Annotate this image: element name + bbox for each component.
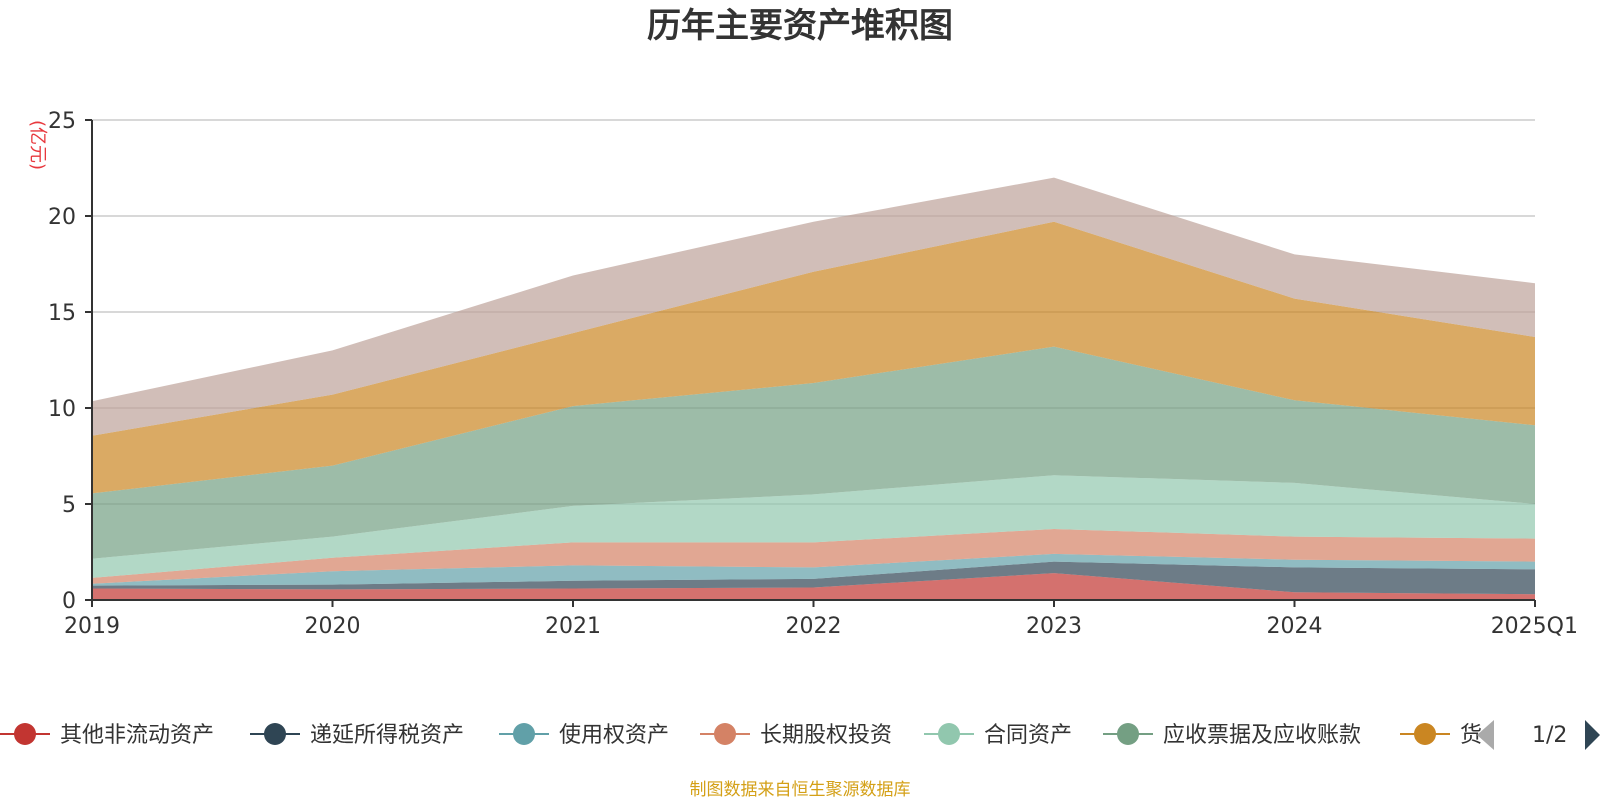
legend-circle-icon — [1117, 723, 1139, 745]
x-tick-label: 2024 — [1267, 614, 1323, 639]
legend-circle-icon — [264, 723, 286, 745]
series-2-area — [92, 553, 1535, 586]
legend-item[interactable]: 长期股权投资 — [700, 723, 892, 748]
legend-label: 长期股权投资 — [760, 723, 892, 748]
legend-circle-icon — [14, 723, 36, 745]
legend-next-arrow-icon[interactable] — [1585, 720, 1600, 750]
legend-item[interactable]: 应收票据及应收账款 — [1103, 723, 1361, 748]
series-6-area — [92, 221, 1535, 494]
x-tick-label: 2021 — [545, 614, 601, 639]
y-tick-label: 0 — [62, 589, 76, 614]
series-3-area — [92, 529, 1535, 584]
legend-item[interactable]: 货 — [1400, 723, 1482, 748]
legend-item[interactable]: 合同资产 — [924, 723, 1072, 748]
series-1-area — [92, 561, 1535, 595]
legend-prev-arrow-icon[interactable] — [1477, 720, 1494, 750]
legend-item[interactable]: 使用权资产 — [499, 723, 669, 748]
source-note: 制图数据来自恒生聚源数据库 — [690, 780, 911, 800]
legend-item[interactable]: 递延所得税资产 — [250, 723, 464, 748]
x-tick-label: 2023 — [1026, 614, 1082, 639]
series-0-area — [92, 573, 1535, 600]
y-tick-label: 25 — [48, 109, 76, 134]
legend-page-indicator: 1/2 — [1532, 723, 1567, 748]
y-axis-label: (亿元) — [27, 120, 48, 170]
legend-label: 货 — [1460, 723, 1482, 748]
legend-label: 递延所得税资产 — [310, 723, 464, 748]
x-tick-label: 2020 — [305, 614, 361, 639]
legend-label: 使用权资产 — [559, 723, 669, 748]
series-7-area — [92, 177, 1535, 436]
x-tick-label: 2019 — [64, 614, 120, 639]
legend-circle-icon — [714, 723, 736, 745]
legend-label: 合同资产 — [984, 723, 1072, 748]
legend-circle-icon — [938, 723, 960, 745]
y-tick-label: 15 — [48, 301, 76, 326]
y-tick-label: 5 — [62, 493, 76, 518]
legend-circle-icon — [1414, 723, 1436, 745]
legend-item[interactable]: 其他非流动资产 — [0, 723, 214, 748]
y-tick-label: 10 — [48, 397, 76, 422]
chart-title: 历年主要资产堆积图 — [647, 6, 953, 46]
x-tick-label: 2025Q1 — [1491, 614, 1578, 639]
legend-label: 应收票据及应收账款 — [1163, 723, 1361, 748]
legend-circle-icon — [513, 723, 535, 745]
series-5-area — [92, 346, 1535, 559]
x-tick-label: 2022 — [786, 614, 842, 639]
series-4-area — [92, 475, 1535, 578]
y-tick-label: 20 — [48, 205, 76, 230]
legend-label: 其他非流动资产 — [60, 723, 214, 748]
